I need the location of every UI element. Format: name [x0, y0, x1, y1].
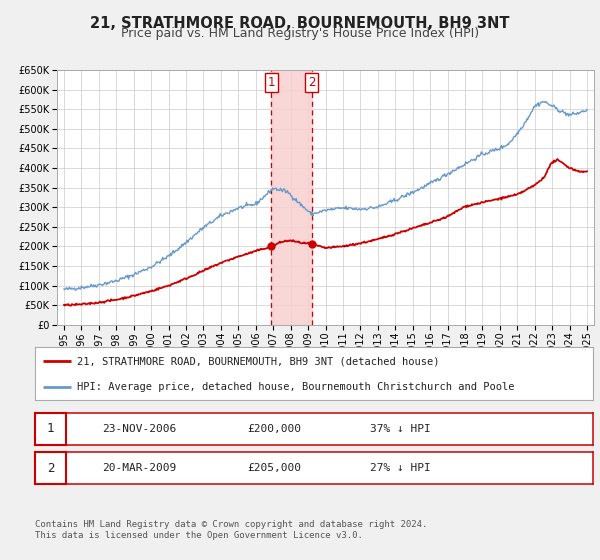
Text: 37% ↓ HPI: 37% ↓ HPI — [370, 424, 430, 434]
Text: 1: 1 — [268, 76, 275, 90]
Text: 2: 2 — [47, 461, 54, 475]
Text: £200,000: £200,000 — [247, 424, 301, 434]
Text: Price paid vs. HM Land Registry's House Price Index (HPI): Price paid vs. HM Land Registry's House … — [121, 27, 479, 40]
Text: Contains HM Land Registry data © Crown copyright and database right 2024.: Contains HM Land Registry data © Crown c… — [35, 520, 427, 529]
Text: HPI: Average price, detached house, Bournemouth Christchurch and Poole: HPI: Average price, detached house, Bour… — [77, 381, 514, 391]
Bar — [271, 70, 311, 325]
Text: 2: 2 — [308, 76, 316, 90]
Text: 21, STRATHMORE ROAD, BOURNEMOUTH, BH9 3NT (detached house): 21, STRATHMORE ROAD, BOURNEMOUTH, BH9 3N… — [77, 356, 439, 366]
Text: 27% ↓ HPI: 27% ↓ HPI — [370, 463, 430, 473]
Text: 1: 1 — [47, 422, 54, 436]
Text: £205,000: £205,000 — [247, 463, 301, 473]
Text: 21, STRATHMORE ROAD, BOURNEMOUTH, BH9 3NT: 21, STRATHMORE ROAD, BOURNEMOUTH, BH9 3N… — [90, 16, 510, 31]
Text: This data is licensed under the Open Government Licence v3.0.: This data is licensed under the Open Gov… — [35, 531, 362, 540]
Text: 20-MAR-2009: 20-MAR-2009 — [102, 463, 176, 473]
Text: 23-NOV-2006: 23-NOV-2006 — [102, 424, 176, 434]
